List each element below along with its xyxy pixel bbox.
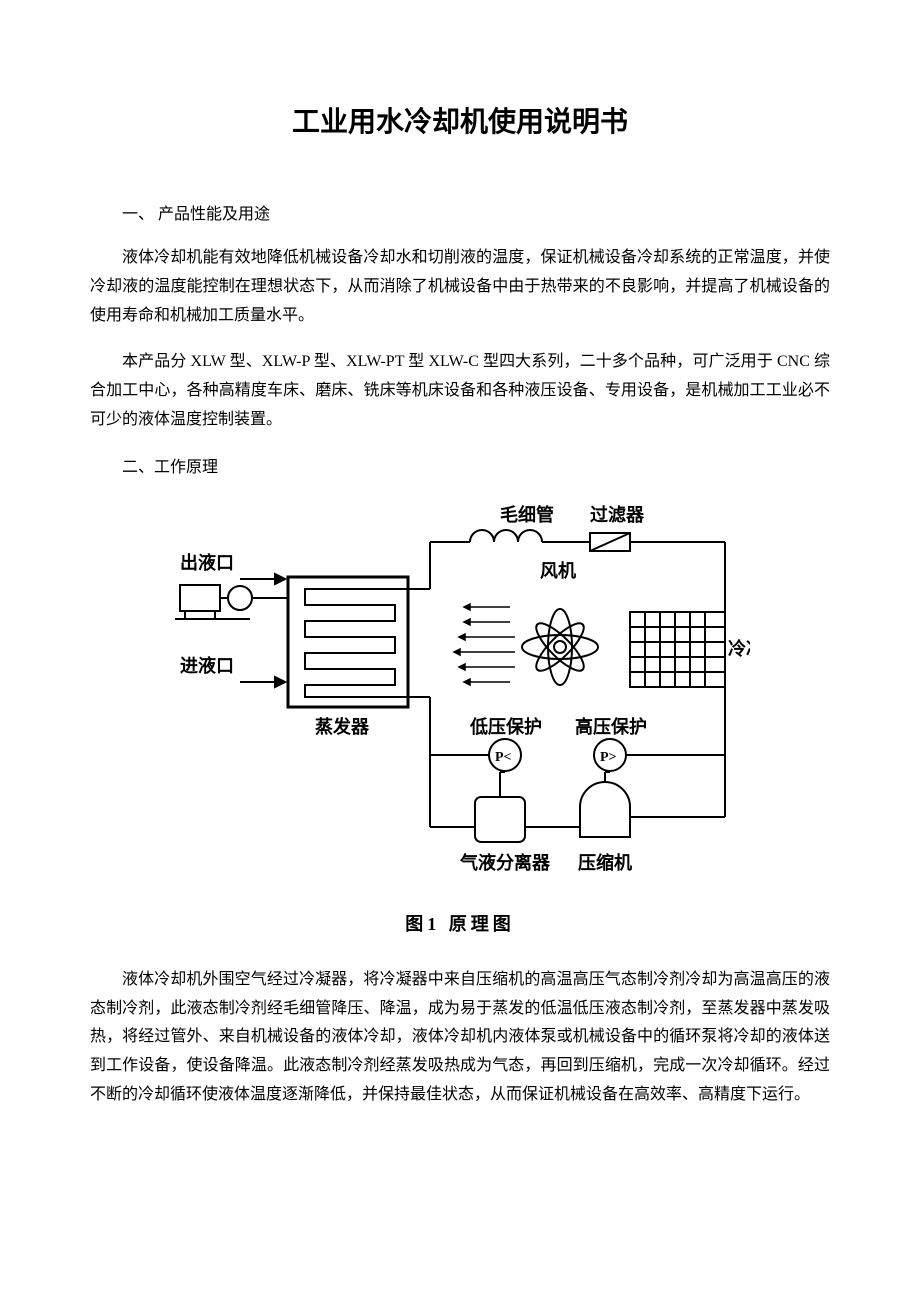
label-capillary: 毛细管 — [500, 504, 554, 525]
label-condenser: 冷凝器 — [728, 638, 750, 659]
diagram-caption: 图1 原理图 — [170, 910, 750, 936]
label-evaporator: 蒸发器 — [315, 716, 370, 737]
principle-diagram: 毛细管 过滤器 出液口 — [170, 497, 750, 936]
section1-para1: 液体冷却机能有效地降低机械设备冷却水和切削液的温度，保证机械设备冷却系统的正常温… — [90, 244, 830, 330]
label-fan: 风机 — [540, 561, 576, 581]
label-low-protect: 低压保护 — [469, 716, 542, 737]
label-high-protect: 高压保护 — [575, 716, 647, 737]
label-p-greater: P> — [600, 750, 617, 765]
document-title: 工业用水冷却机使用说明书 — [90, 100, 830, 140]
label-outlet: 出液口 — [180, 552, 234, 573]
section2-heading: 二、工作原理 — [90, 453, 830, 477]
label-compressor: 压缩机 — [578, 852, 632, 873]
section1-heading: 一、 产品性能及用途 — [90, 200, 830, 224]
label-p-less: P< — [495, 750, 512, 765]
section2-para1: 液体冷却机外围空气经过冷凝器，将冷凝器中来自压缩机的高温高压气态制冷剂冷却为高温… — [90, 966, 830, 1110]
section1-para2: 本产品分 XLW 型、XLW-P 型、XLW-PT 型 XLW-C 型四大系列，… — [90, 348, 830, 434]
label-inlet: 进液口 — [180, 655, 234, 676]
label-gas-liquid-sep: 气液分离器 — [459, 852, 551, 873]
diagram-svg: 毛细管 过滤器 出液口 — [170, 497, 750, 897]
label-filter: 过滤器 — [590, 504, 645, 525]
